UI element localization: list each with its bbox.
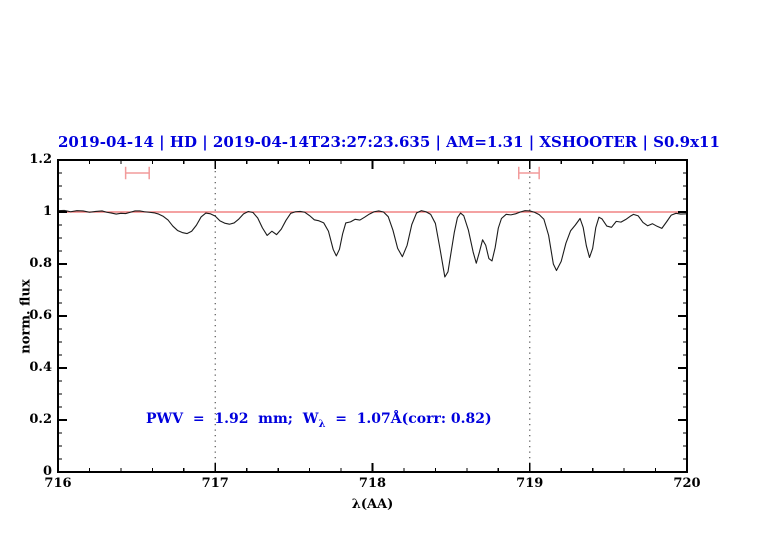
plot-title-text: 2019-04-14 | HD | 2019-04-14T23:27:23.63…: [58, 133, 720, 151]
y-tick-label: 0.6: [29, 308, 52, 323]
y-tick-label: 0.4: [29, 360, 52, 375]
y-tick-label: 1: [42, 204, 52, 219]
x-tick-label: 717: [201, 476, 229, 491]
y-tick-label: 1.2: [29, 152, 52, 167]
spectrum-line: [57, 209, 688, 278]
plot-title: 2019-04-14 | HD | 2019-04-14T23:27:23.63…: [58, 133, 720, 151]
x-axis-label: λ(AA): [351, 497, 394, 512]
x-tick-label: 716: [44, 476, 72, 491]
x-tick-label: 718: [358, 476, 387, 491]
y-tick-label: 0.2: [29, 412, 52, 427]
y-tick-label: 0.8: [29, 256, 52, 271]
lambda-subscript: λ: [318, 418, 326, 430]
x-tick-label: 720: [673, 476, 701, 491]
y-tick-label: 0: [42, 464, 52, 479]
pwv-text-suffix: = 1.07Å(corr: 0.82): [325, 411, 492, 427]
pwv-annotation: PWV = 1.92 mm; Wλ = 1.07Å(corr: 0.82): [146, 411, 492, 430]
pwv-text-prefix: PWV = 1.92 mm; W: [146, 411, 319, 427]
x-tick-label: 719: [516, 476, 544, 491]
